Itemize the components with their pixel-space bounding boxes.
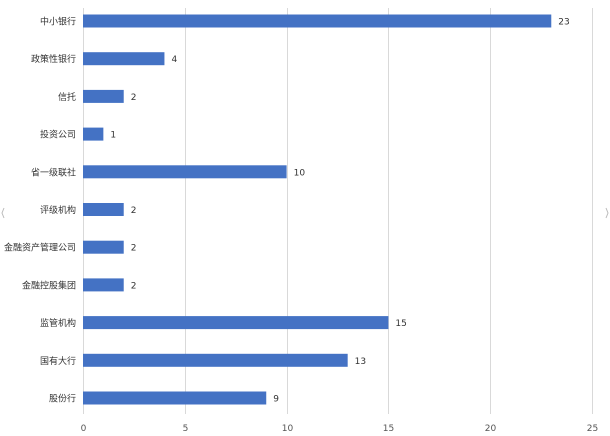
category-label: 投资公司 bbox=[40, 129, 76, 141]
value-label: 15 bbox=[395, 319, 406, 329]
category-label: 国有大行 bbox=[40, 355, 76, 367]
bar bbox=[83, 391, 267, 405]
category-label: 金融资产管理公司 bbox=[4, 242, 76, 254]
value-label: 2 bbox=[131, 281, 137, 291]
value-label: 2 bbox=[131, 206, 137, 216]
bar bbox=[83, 203, 124, 216]
category-labels: 中小银行政策性银行信托投资公司省一级联社评级机构金融资产管理公司金融控股集团监管… bbox=[4, 16, 76, 405]
bar bbox=[83, 89, 124, 103]
category-label: 金融控股集团 bbox=[22, 279, 76, 291]
value-label: 4 bbox=[171, 55, 177, 65]
gridlines bbox=[83, 8, 593, 414]
bar bbox=[83, 240, 124, 254]
x-tick-label: 10 bbox=[282, 424, 294, 434]
right-edge-mark bbox=[605, 207, 609, 219]
value-label: 13 bbox=[355, 357, 366, 367]
value-label: 9 bbox=[273, 395, 279, 405]
bar bbox=[83, 278, 124, 292]
value-label: 2 bbox=[131, 244, 137, 254]
value-labels: 23 4 2 1 10 2 2 2 15 13 9 bbox=[110, 18, 569, 405]
bar bbox=[83, 316, 389, 330]
value-label: 23 bbox=[558, 18, 569, 28]
x-tick-label: 20 bbox=[485, 424, 497, 434]
x-tick-label: 5 bbox=[183, 424, 189, 434]
bars bbox=[83, 14, 552, 405]
bar bbox=[83, 165, 287, 179]
value-label: 2 bbox=[131, 93, 137, 103]
x-axis-tick-labels: 0 5 10 15 20 25 bbox=[81, 424, 599, 434]
category-label: 股份行 bbox=[49, 393, 76, 405]
category-label: 省一级联社 bbox=[31, 166, 76, 178]
value-label: 10 bbox=[294, 168, 306, 178]
bar bbox=[83, 52, 165, 66]
x-tick-label: 15 bbox=[383, 424, 394, 434]
x-tick-label: 0 bbox=[81, 424, 87, 434]
bar bbox=[83, 127, 104, 141]
category-label: 评级机构 bbox=[40, 204, 76, 216]
left-edge-mark bbox=[1, 207, 5, 219]
category-label: 中小银行 bbox=[40, 16, 76, 28]
category-label: 信托 bbox=[58, 91, 76, 103]
category-label: 政策性银行 bbox=[31, 53, 76, 65]
x-tick-label: 25 bbox=[587, 424, 598, 434]
category-label: 监管机构 bbox=[40, 317, 76, 329]
bar bbox=[83, 14, 552, 28]
value-label: 1 bbox=[110, 131, 116, 141]
bar bbox=[83, 353, 348, 367]
